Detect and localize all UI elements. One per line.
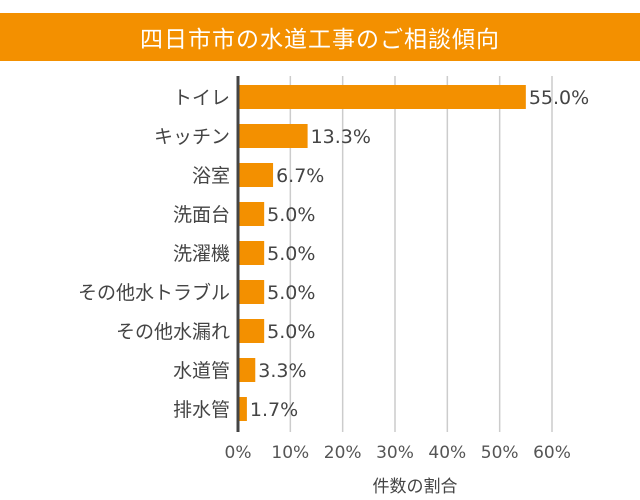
data-label: 55.0% [529,87,589,109]
category-label: 排水管 [173,399,230,421]
data-label: 6.7% [276,165,324,187]
bar [238,124,308,148]
x-tick-label: 40% [428,443,466,463]
data-label: 1.7% [250,399,298,421]
category-label: 浴室 [192,165,230,187]
x-tick-label: 0% [225,443,252,463]
x-tick-label: 20% [324,443,362,463]
category-label: 洗濯機 [173,243,230,265]
data-label: 5.0% [267,204,315,226]
data-label: 5.0% [267,282,315,304]
x-tick-label: 10% [271,443,309,463]
chart-title: 四日市市の水道工事のご相談傾向 [0,13,640,61]
bar [238,319,265,343]
category-label: 洗面台 [173,204,230,226]
category-label: トイレ [173,87,230,109]
data-label: 5.0% [267,243,315,265]
data-label: 5.0% [267,321,315,343]
category-label: 水道管 [173,360,230,382]
bar [238,397,247,421]
bar [238,241,265,265]
x-tick-label: 60% [533,443,571,463]
data-label: 3.3% [258,360,306,382]
category-label: キッチン [154,126,230,148]
bar [238,163,274,187]
x-tick-label: 50% [481,443,519,463]
bar [238,202,265,226]
x-tick-label: 30% [376,443,414,463]
category-label: その他水漏れ [116,321,230,343]
data-label: 13.3% [311,126,371,148]
x-axis-label: 件数の割合 [373,477,458,497]
bar [238,85,526,109]
bar [238,358,256,382]
bar [238,280,265,304]
category-label: その他水トラブル [78,281,230,304]
